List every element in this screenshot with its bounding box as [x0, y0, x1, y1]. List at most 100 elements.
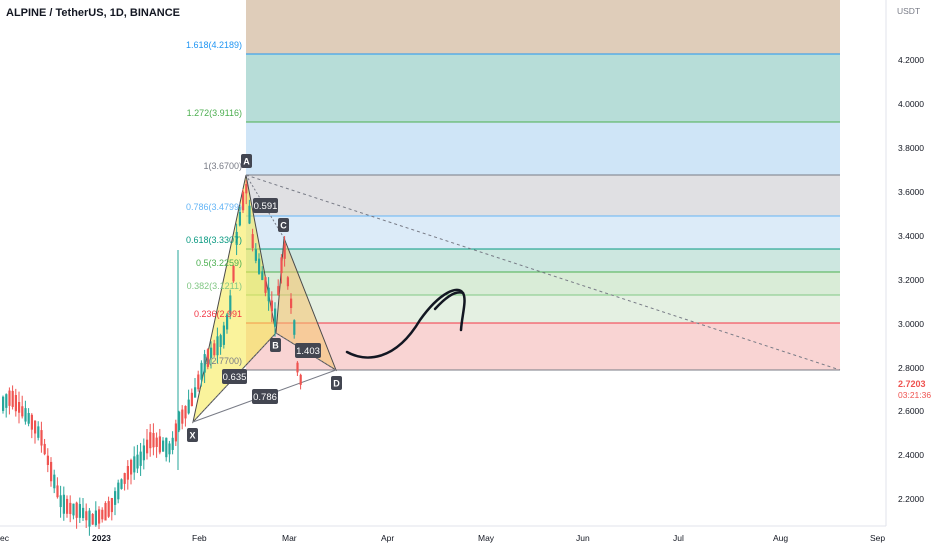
candle-body: [229, 295, 232, 314]
point-label-b: B: [272, 341, 279, 351]
candle-body: [14, 395, 17, 412]
candle-body: [171, 437, 174, 450]
candle-body: [190, 392, 193, 407]
candle-body: [213, 343, 216, 356]
candle-body: [299, 374, 302, 385]
candle-body: [123, 473, 126, 484]
candle-body: [286, 277, 289, 287]
candle-body: [258, 258, 261, 274]
candle-body: [18, 401, 21, 413]
fib-label-1618: 1.618(4.2189): [186, 40, 242, 50]
time-label: Aug: [773, 533, 788, 543]
candle-body: [245, 183, 248, 194]
candle-body: [120, 479, 123, 489]
price-tick: 2.6000: [898, 406, 924, 416]
candle-body: [206, 349, 209, 367]
candle-body: [85, 511, 88, 521]
candle-body: [66, 498, 69, 514]
price-tick: 3.8000: [898, 143, 924, 153]
fib-labels: 1.618(4.2189) 1.272(3.9116) 1(3.6700) 0.…: [186, 40, 242, 366]
candle-body: [114, 491, 117, 505]
candle-body: [296, 362, 299, 373]
candle-body: [267, 287, 270, 302]
candle-body: [146, 439, 149, 454]
current-price-badge: 2.7203 03:21:36: [893, 377, 932, 401]
fib-label-0: 0(2.7700): [203, 356, 242, 366]
candle-body: [133, 456, 136, 473]
price-tick: 4.0000: [898, 99, 924, 109]
time-label: ec: [0, 533, 10, 543]
candle-body: [270, 300, 273, 312]
fib-zone-0786: [246, 216, 840, 249]
candle-body: [174, 423, 177, 442]
fib-zones: [246, 0, 840, 371]
time-label: Mar: [282, 533, 297, 543]
candle-body: [91, 513, 94, 525]
candle-body: [40, 430, 43, 446]
candle-body: [53, 474, 56, 489]
fib-zone-0618: [246, 249, 840, 272]
candle-body: [210, 347, 213, 358]
symbol-title[interactable]: ALPINE / TetherUS, 1D, BINANCE: [6, 7, 180, 19]
price-tick: 2.4000: [898, 450, 924, 460]
fib-zone-1618: [246, 54, 840, 122]
candle-body: [56, 485, 59, 498]
ratio-label-cd: 1.403: [296, 346, 320, 357]
candle-body: [178, 411, 181, 431]
candle-body: [59, 495, 62, 508]
candle-body: [226, 314, 229, 330]
candle-body: [30, 414, 33, 430]
time-label: Feb: [192, 533, 207, 543]
candle-body: [98, 509, 101, 524]
fib-zone-05: [246, 272, 840, 295]
current-price-value: 2.7203: [898, 379, 926, 389]
price-tick: 3.6000: [898, 187, 924, 197]
candle-body: [8, 390, 11, 406]
candle-body: [21, 406, 24, 417]
time-axis[interactable]: ec 2023 Feb Mar Apr May Jun Jul Aug Sep: [0, 533, 885, 543]
ratio-label-xd: 0.786: [253, 392, 277, 403]
candle-body: [264, 277, 267, 293]
candle-body: [46, 455, 49, 465]
price-axis[interactable]: USDT 4.2000 4.0000 3.8000 3.6000 3.4000 …: [897, 6, 924, 504]
candle-body: [277, 286, 280, 296]
arrow-head: [433, 291, 465, 311]
ratio-label-bc: 0.635: [223, 372, 247, 383]
candle-body: [78, 504, 81, 518]
candle-body: [88, 510, 91, 527]
point-label-x: X: [189, 431, 195, 441]
candle-body: [235, 231, 238, 245]
time-label: Sep: [870, 533, 885, 543]
candle-body: [11, 390, 14, 407]
candle-body: [75, 502, 78, 518]
time-label: Jul: [673, 533, 684, 543]
candle-body: [184, 405, 187, 419]
candle-body: [181, 409, 184, 424]
price-tick: 3.0000: [898, 319, 924, 329]
candle-body: [24, 408, 27, 422]
point-label-a: A: [243, 157, 250, 167]
candle-body: [104, 502, 107, 521]
pattern-ratio-labels: 0.591 0.635 1.403 0.786: [222, 198, 321, 404]
candle-body: [152, 433, 155, 448]
candle-body: [162, 440, 165, 452]
trend-line[interactable]: [245, 174, 841, 371]
time-label: 2023: [92, 533, 111, 543]
current-price-countdown: 03:21:36: [898, 390, 931, 400]
fib-label-0382: 0.382(3.1211): [187, 281, 242, 291]
candle-body: [82, 507, 85, 519]
candle-body: [37, 426, 40, 438]
candle-body: [203, 354, 206, 373]
candle-body: [165, 437, 168, 458]
candle-body: [27, 413, 30, 424]
candle-body: [2, 396, 5, 411]
pattern-point-labels: A C B D X: [187, 154, 342, 442]
candle-body: [242, 191, 245, 211]
candle-body: [155, 437, 158, 447]
fib-zone-1272: [246, 122, 840, 175]
fib-zone-0236: [246, 323, 840, 370]
time-label: May: [478, 533, 495, 543]
fib-label-05: 0.5(3.2259): [196, 258, 242, 268]
candle-body: [69, 502, 72, 515]
